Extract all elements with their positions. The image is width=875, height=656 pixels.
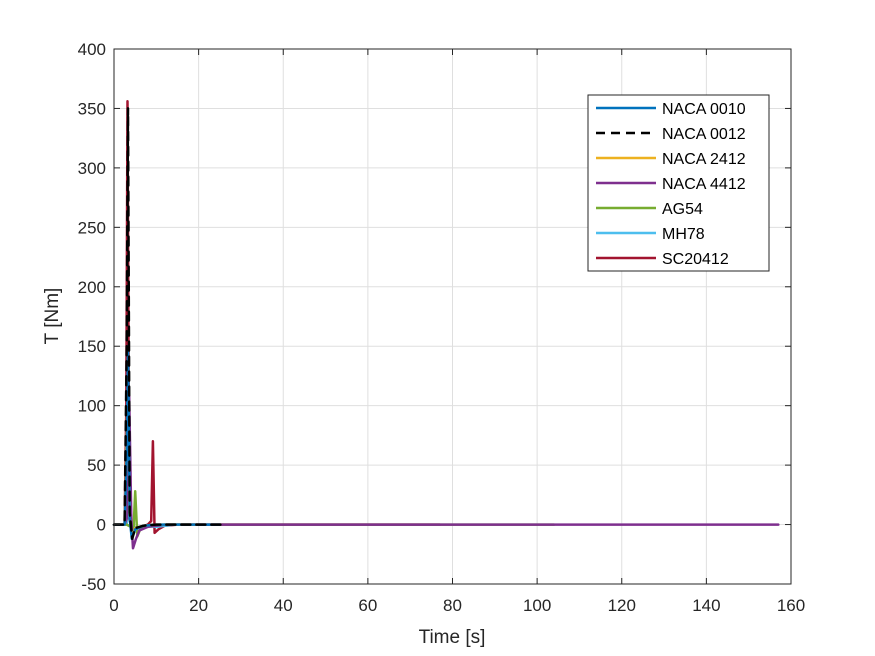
legend-entry-label: NACA 4412 — [662, 176, 746, 193]
y-tick-label: 200 — [78, 278, 106, 297]
x-tick-label: 120 — [608, 596, 636, 615]
legend-entry-label: NACA 2412 — [662, 151, 746, 168]
x-tick-label: 0 — [109, 596, 118, 615]
series-layer — [112, 100, 780, 550]
x-tick-label: 80 — [443, 596, 462, 615]
y-tick-label: -50 — [81, 575, 106, 594]
y-axis-label: T [Nm] — [42, 288, 63, 345]
x-axis-label: Time [s] — [419, 627, 486, 648]
y-tick-label: 350 — [78, 99, 106, 118]
legend-entry-label: SC20412 — [662, 251, 729, 268]
x-tick-label: 40 — [274, 596, 293, 615]
x-tick-label: 100 — [523, 596, 551, 615]
x-tick-label: 160 — [777, 596, 805, 615]
y-tick-label: 100 — [78, 397, 106, 416]
x-tick-label: 20 — [189, 596, 208, 615]
y-tick-label: 50 — [87, 456, 106, 475]
ticks: 0 20 40 60 80 100 120 140 160-500501001502002503… — [78, 40, 806, 615]
y-tick-label: 400 — [78, 40, 106, 59]
legend-entry-label: AG54 — [662, 201, 703, 218]
legend-entry-label: NACA 0012 — [662, 126, 746, 143]
y-tick-label: 0 — [97, 516, 106, 535]
series-line-naca-0012 — [112, 107, 226, 541]
x-tick-label: 60 — [358, 596, 377, 615]
x-tick-label: 140 — [692, 596, 720, 615]
y-tick-label: 300 — [78, 159, 106, 178]
legend-entry-label: NACA 0010 — [662, 101, 746, 118]
legend: NACA 0010 NACA 0012 NACA 2412 NACA 4412 AG54… — [587, 94, 770, 272]
y-tick-label: 250 — [78, 218, 106, 237]
y-tick-label: 150 — [78, 337, 106, 356]
legend-entry-label: MH78 — [662, 226, 705, 243]
